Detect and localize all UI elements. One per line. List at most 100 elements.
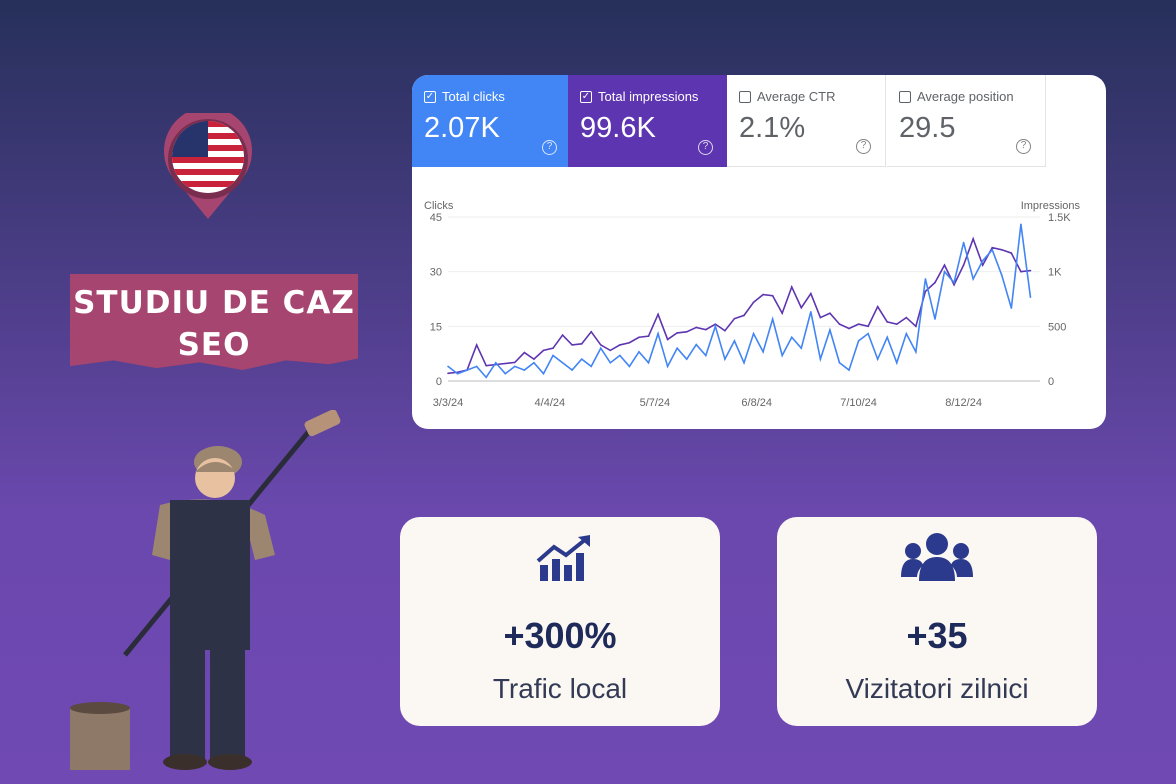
metric-label: Total impressions	[598, 89, 699, 104]
data-point-clicks	[781, 354, 783, 357]
data-point-clicks	[819, 358, 822, 360]
metric-average-ctr[interactable]: Average CTR 2.1% ?	[727, 75, 886, 167]
x-tick-label: 6/8/24	[741, 397, 772, 409]
left-tick-label: 15	[430, 321, 442, 333]
data-point-impressions	[475, 344, 478, 346]
data-point-clicks	[1010, 307, 1013, 309]
data-point-clicks	[638, 351, 640, 353]
help-icon[interactable]: ?	[542, 140, 557, 155]
data-point-impressions	[886, 321, 889, 323]
data-point-impressions	[647, 335, 650, 337]
data-point-clicks	[810, 310, 812, 313]
data-point-clicks	[857, 340, 860, 342]
help-icon[interactable]: ?	[1016, 139, 1031, 154]
checkbox-unchecked-icon[interactable]	[739, 90, 751, 103]
data-point-clicks	[991, 249, 994, 251]
data-point-clicks	[619, 354, 621, 357]
metric-label: Total clicks	[442, 89, 505, 104]
data-point-impressions	[876, 305, 879, 308]
data-point-impressions	[857, 323, 860, 325]
data-point-impressions	[619, 344, 621, 346]
data-point-impressions	[580, 343, 583, 345]
checkbox-checked-icon[interactable]: ✓	[424, 90, 436, 103]
data-point-clicks	[743, 361, 745, 364]
data-point-impressions	[915, 325, 917, 328]
x-tick-label: 3/3/24	[433, 397, 464, 409]
data-point-clicks	[905, 332, 908, 335]
left-tick-label: 30	[430, 267, 442, 279]
data-point-clicks	[561, 361, 564, 364]
data-point-impressions	[810, 292, 812, 295]
data-point-clicks	[953, 281, 955, 284]
data-point-impressions	[485, 364, 487, 367]
data-point-impressions	[943, 264, 946, 266]
left-tick-label: 45	[430, 212, 442, 224]
data-point-clicks	[647, 361, 650, 364]
data-point-impressions	[752, 301, 755, 304]
data-point-clicks	[552, 354, 554, 357]
data-point-impressions	[447, 372, 449, 375]
painter-illustration	[70, 410, 341, 770]
data-point-impressions	[695, 326, 698, 329]
data-point-impressions	[552, 347, 554, 349]
data-point-clicks	[666, 365, 669, 368]
checkbox-unchecked-icon[interactable]	[899, 90, 911, 103]
data-point-impressions	[733, 317, 736, 320]
data-point-impressions	[666, 338, 669, 341]
data-point-impressions	[800, 306, 803, 309]
data-point-clicks	[895, 361, 898, 364]
data-point-clicks	[876, 358, 879, 360]
data-point-impressions	[542, 349, 545, 352]
data-point-clicks	[485, 376, 487, 379]
data-point-clicks	[733, 340, 736, 342]
data-point-clicks	[590, 365, 593, 368]
x-tick-label: 4/4/24	[535, 397, 566, 409]
data-point-impressions	[523, 351, 526, 354]
data-point-impressions	[514, 361, 516, 364]
data-point-impressions	[590, 331, 593, 333]
data-point-impressions	[781, 312, 783, 315]
stat-value: +300%	[503, 615, 617, 656]
data-point-impressions	[724, 329, 726, 332]
data-point-clicks	[867, 332, 869, 335]
data-point-impressions	[762, 293, 764, 296]
data-point-clicks	[981, 259, 984, 262]
series-line-impressions	[447, 236, 1031, 375]
data-point-clicks	[494, 361, 497, 364]
data-point-clicks	[514, 365, 516, 368]
data-point-impressions	[972, 238, 974, 240]
x-tick-label: 8/12/24	[945, 397, 982, 409]
stat-label: Trafic local	[492, 673, 628, 704]
data-point-clicks	[1020, 223, 1022, 226]
data-point-impressions	[962, 264, 965, 266]
data-point-impressions	[685, 331, 688, 333]
metric-total-impressions[interactable]: ✓ Total impressions 99.6K ?	[568, 75, 727, 167]
data-point-impressions	[533, 358, 535, 360]
data-point-clicks	[771, 318, 774, 320]
data-point-clicks	[838, 361, 841, 364]
case-study-banner: STUDIU DE CAZ SEO	[70, 274, 358, 370]
data-point-clicks	[466, 369, 468, 371]
help-icon[interactable]: ?	[698, 140, 713, 155]
data-point-clicks	[456, 372, 459, 375]
data-point-impressions	[1029, 269, 1032, 272]
checkbox-checked-icon[interactable]: ✓	[580, 90, 592, 103]
data-point-impressions	[638, 336, 640, 339]
data-point-clicks	[676, 347, 678, 349]
metric-total-clicks[interactable]: ✓ Total clicks 2.07K ?	[412, 75, 571, 167]
metric-average-position[interactable]: Average position 29.5 ?	[887, 75, 1046, 167]
data-point-impressions	[790, 286, 793, 288]
metric-label: Average CTR	[757, 89, 836, 104]
stat-card-traffic: +300% Trafic local	[400, 517, 720, 726]
data-point-impressions	[819, 316, 822, 319]
data-point-clicks	[848, 369, 850, 371]
right-tick-label: 500	[1048, 321, 1066, 333]
stat-card-visitors: +35 Vizitatori zilnici	[777, 517, 1097, 726]
help-icon[interactable]: ?	[856, 139, 871, 154]
metric-value: 2.1%	[739, 112, 806, 144]
data-point-clicks	[609, 361, 612, 364]
data-point-impressions	[934, 281, 936, 284]
data-point-clicks	[628, 365, 631, 368]
data-point-clicks	[695, 343, 698, 346]
data-point-impressions	[848, 327, 850, 330]
